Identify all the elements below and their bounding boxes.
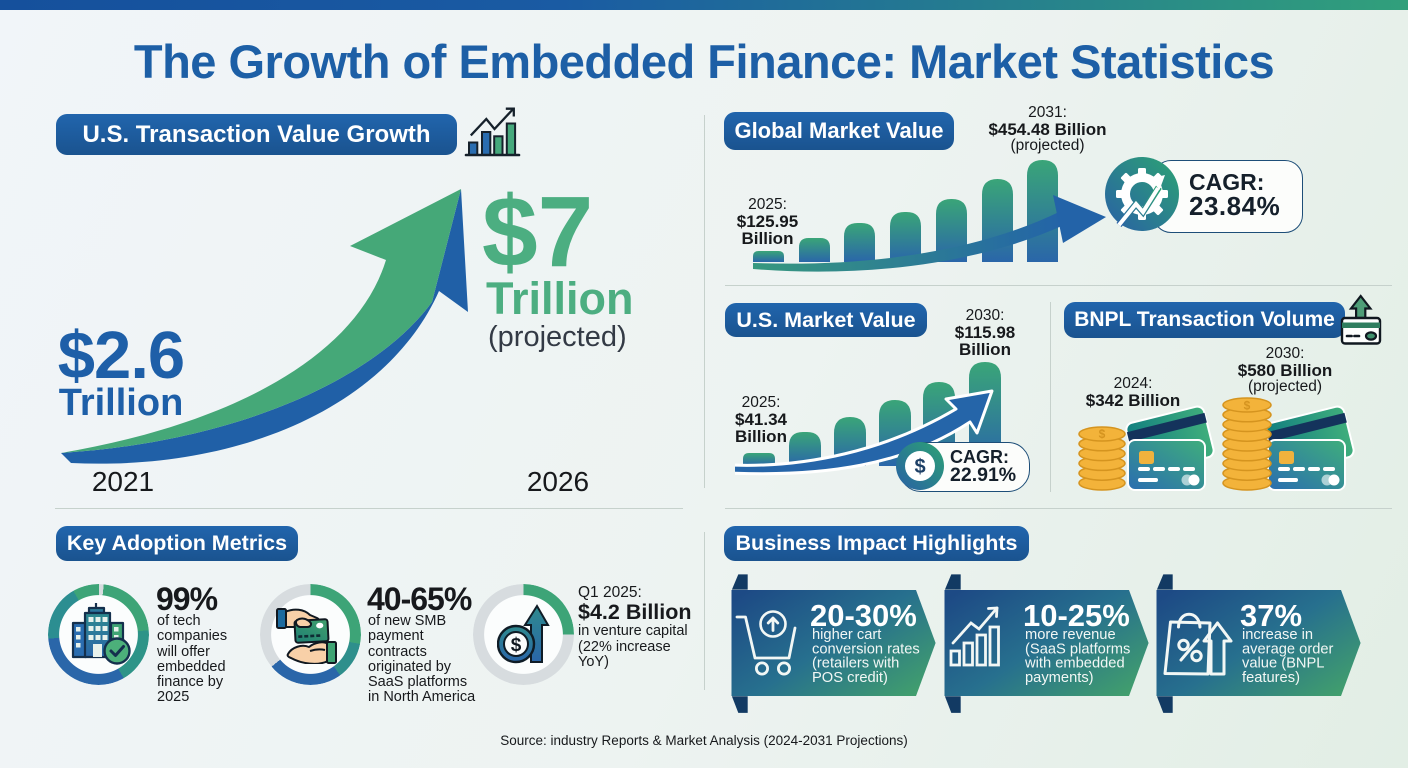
svg-text:10-25%: 10-25% xyxy=(1023,598,1130,633)
svg-text:$: $ xyxy=(914,456,925,478)
svg-text:features): features) xyxy=(1242,670,1300,686)
svg-text:$: $ xyxy=(1244,399,1251,413)
svg-text:(retailers with: (retailers with xyxy=(812,656,899,672)
svg-text:37%: 37% xyxy=(1240,598,1302,633)
svg-text:20-30%: 20-30% xyxy=(810,598,917,633)
svg-text:average order: average order xyxy=(1242,641,1334,657)
svg-text:higher cart: higher cart xyxy=(812,627,881,643)
svg-text:$: $ xyxy=(1099,427,1106,441)
svg-text:with embedded: with embedded xyxy=(1024,656,1125,672)
svg-text:increase in: increase in xyxy=(1242,627,1313,643)
svg-text:conversion rates: conversion rates xyxy=(812,641,920,657)
svg-text:value (BNPL: value (BNPL xyxy=(1242,656,1324,672)
svg-text:more revenue: more revenue xyxy=(1025,627,1116,643)
svg-text:POS credit): POS credit) xyxy=(812,670,888,686)
svg-text:(SaaS platforms: (SaaS platforms xyxy=(1025,641,1130,657)
svg-text:$: $ xyxy=(511,635,522,656)
svg-text:payments): payments) xyxy=(1025,670,1094,686)
